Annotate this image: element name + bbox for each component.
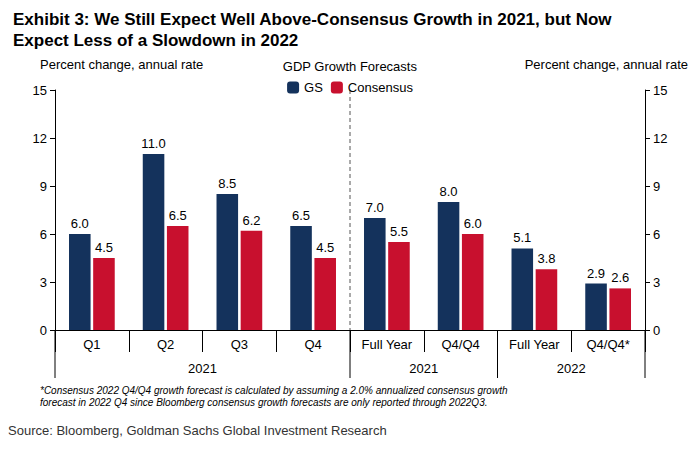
- svg-text:8.0: 8.0: [440, 184, 458, 199]
- svg-text:forecast in 2022 Q4 since Bloo: forecast in 2022 Q4 since Bloomberg cons…: [40, 397, 487, 408]
- svg-text:11.0: 11.0: [141, 136, 165, 151]
- svg-text:Percent change, annual rate: Percent change, annual rate: [40, 57, 203, 72]
- svg-text:GS: GS: [304, 80, 323, 95]
- svg-text:5.1: 5.1: [513, 230, 531, 245]
- svg-text:0: 0: [40, 323, 47, 338]
- svg-text:6.5: 6.5: [169, 208, 187, 223]
- svg-text:2021: 2021: [188, 361, 217, 376]
- svg-text:Q4/Q4: Q4/Q4: [441, 337, 479, 352]
- svg-text:15: 15: [653, 83, 667, 98]
- svg-text:Expect Less of a Slowdown in 2: Expect Less of a Slowdown in 2022: [13, 31, 298, 50]
- svg-text:3.8: 3.8: [537, 251, 555, 266]
- svg-text:4.5: 4.5: [316, 240, 334, 255]
- svg-text:6.2: 6.2: [242, 213, 260, 228]
- svg-text:2.9: 2.9: [587, 266, 605, 281]
- svg-text:2021: 2021: [409, 361, 438, 376]
- svg-text:*Consensus 2022 Q4/Q4 growth f: *Consensus 2022 Q4/Q4 growth forecast is…: [40, 385, 510, 396]
- svg-text:0: 0: [653, 323, 660, 338]
- svg-text:6: 6: [653, 227, 660, 242]
- svg-text:9: 9: [653, 179, 660, 194]
- svg-text:9: 9: [40, 179, 47, 194]
- svg-text:7.0: 7.0: [366, 200, 384, 215]
- svg-text:GDP Growth Forecasts: GDP Growth Forecasts: [283, 59, 418, 74]
- svg-text:Q4: Q4: [304, 337, 321, 352]
- svg-text:3: 3: [653, 275, 660, 290]
- svg-text:Full Year: Full Year: [509, 337, 560, 352]
- svg-text:8.5: 8.5: [218, 176, 236, 191]
- svg-text:6: 6: [40, 227, 47, 242]
- svg-text:2.6: 2.6: [611, 270, 629, 285]
- svg-text:12: 12: [33, 131, 47, 146]
- svg-text:6.0: 6.0: [71, 216, 89, 231]
- svg-text:Percent change, annual rate: Percent change, annual rate: [525, 57, 688, 72]
- svg-text:6.5: 6.5: [292, 208, 310, 223]
- svg-text:12: 12: [653, 131, 667, 146]
- svg-text:Exhibit 3: We Still Expect Wel: Exhibit 3: We Still Expect Well Above-Co…: [13, 10, 616, 29]
- svg-text:Full Year: Full Year: [362, 337, 413, 352]
- svg-text:Q4/Q4*: Q4/Q4*: [586, 337, 629, 352]
- svg-text:Q3: Q3: [231, 337, 248, 352]
- svg-text:2022: 2022: [557, 361, 586, 376]
- svg-text:4.5: 4.5: [95, 240, 113, 255]
- svg-text:Consensus: Consensus: [348, 80, 414, 95]
- svg-text:6.0: 6.0: [464, 216, 482, 231]
- svg-text:3: 3: [40, 275, 47, 290]
- svg-text:15: 15: [33, 83, 47, 98]
- svg-text:5.5: 5.5: [390, 224, 408, 239]
- svg-text:Source: Bloomberg, Goldman Sac: Source: Bloomberg, Goldman Sachs Global …: [8, 423, 387, 438]
- svg-text:Q1: Q1: [83, 337, 100, 352]
- svg-text:Q2: Q2: [157, 337, 174, 352]
